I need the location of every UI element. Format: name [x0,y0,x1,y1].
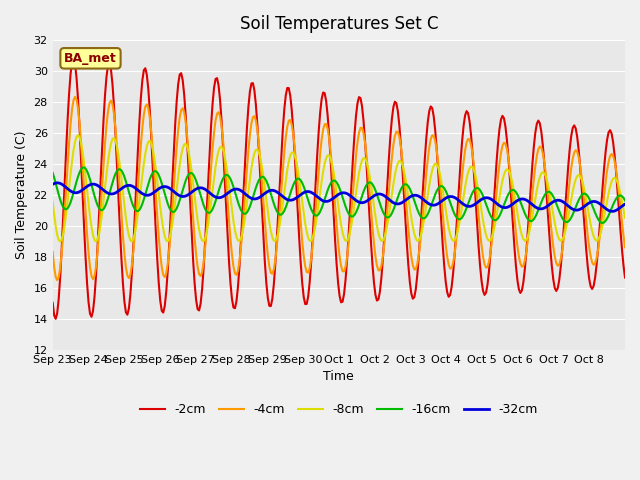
Legend: -2cm, -4cm, -8cm, -16cm, -32cm: -2cm, -4cm, -8cm, -16cm, -32cm [134,398,543,421]
Title: Soil Temperatures Set C: Soil Temperatures Set C [239,15,438,33]
Y-axis label: Soil Temperature (C): Soil Temperature (C) [15,131,28,259]
Text: BA_met: BA_met [64,52,117,65]
X-axis label: Time: Time [323,371,354,384]
